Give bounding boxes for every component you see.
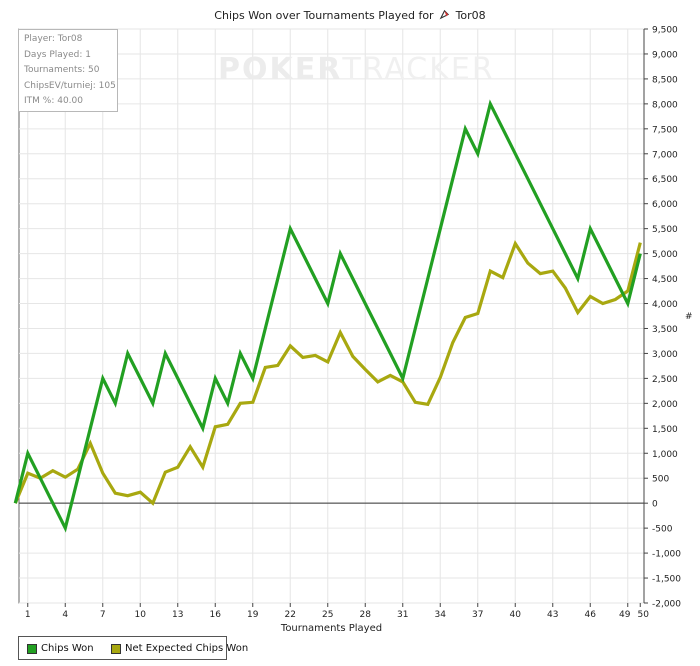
y-tick-label: 1,500 [652, 425, 678, 435]
y-tick-label: 9,000 [652, 50, 678, 60]
x-tick-label: 28 [360, 610, 372, 620]
y-tick-label: 3,000 [652, 350, 678, 360]
info-days-played: Days Played: 1 [24, 49, 91, 60]
player-info-box: Player: Tor08 Days Played: 1 Tournaments… [18, 29, 118, 112]
y-tick-label: 2,500 [652, 375, 678, 385]
x-tick-label: 13 [172, 610, 183, 620]
plot-area [18, 28, 645, 604]
y-tick-label: -1,500 [652, 575, 681, 585]
info-player: Player: Tor08 [24, 34, 83, 44]
y-tick-label: -500 [652, 525, 673, 535]
watermark-text: POKERTRACKER [218, 52, 495, 87]
x-tick-label: 37 [472, 610, 483, 620]
y-tick-label: 2,000 [652, 400, 678, 410]
legend-swatch-net-expected [111, 643, 121, 654]
y-tick-label: 9,500 [652, 26, 678, 36]
x-tick-label: 31 [397, 610, 408, 620]
chart-title-player: Tor08 [455, 9, 486, 22]
x-tick-label: 25 [322, 610, 333, 620]
y-tick-label: 3,500 [652, 325, 678, 335]
y-tick-label: 1,000 [652, 450, 678, 460]
x-tick-label: 40 [510, 610, 522, 620]
legend-item-chips-won[interactable]: Chips Won [27, 643, 94, 654]
legend-label-chips-won: Chips Won [41, 643, 94, 654]
x-tick-label: 50 [638, 610, 650, 620]
legend-swatch-chips-won [27, 643, 37, 654]
y-tick-label: 8,000 [652, 100, 678, 110]
y-tick-label: 6,500 [652, 175, 678, 185]
y-tick-label: 5,500 [652, 225, 678, 235]
y-tick-label: 8,500 [652, 75, 678, 85]
x-tick-label: 1 [25, 610, 31, 620]
x-axis-title: Tournaments Played [280, 623, 382, 634]
x-tick-label: 34 [435, 610, 447, 620]
chart-legend: Chips Won Net Expected Chips Won [18, 636, 248, 660]
y-tick-label: 5,000 [652, 250, 678, 260]
chart-title: Chips Won over Tournaments Played for To… [0, 9, 700, 22]
y-tick-label: 500 [652, 475, 669, 485]
x-tick-label: 43 [547, 610, 558, 620]
x-tick-label: 49 [619, 610, 631, 620]
y-axis-title: # [685, 312, 693, 322]
x-tick-label: 19 [247, 610, 259, 620]
y-tick-label: 7,500 [652, 125, 678, 135]
info-itm: ITM %: 40.00 [24, 96, 83, 107]
y-tick-label: 7,000 [652, 150, 678, 160]
y-tick-label: -1,000 [652, 550, 681, 560]
y-tick-label: 0 [652, 500, 658, 510]
legend-item-net-expected[interactable]: Net Expected Chips Won [111, 643, 248, 654]
x-tick-label: 46 [585, 610, 597, 620]
y-tick-label: 4,000 [652, 300, 678, 310]
info-tournaments: Tournaments: 50 [24, 65, 100, 76]
watermark-logo: POKERTRACKER [218, 52, 495, 87]
x-tick-label: 22 [285, 610, 296, 620]
legend-label-net-expected: Net Expected Chips Won [125, 643, 249, 654]
pokertracker-logo-icon [439, 9, 450, 20]
x-tick-label: 16 [210, 610, 222, 620]
series-line-chips-won [13, 99, 642, 533]
y-tick-label: 6,000 [652, 200, 678, 210]
x-tick-label: 10 [135, 610, 147, 620]
series-line-net-expected-chips-won [13, 240, 642, 506]
x-tick-label: 7 [100, 610, 106, 620]
info-chipsev: ChipsEV/turniej: 105 [24, 80, 116, 91]
y-tick-label: 4,500 [652, 275, 678, 285]
x-tick-label: 4 [62, 610, 68, 620]
chart-title-text: Chips Won over Tournaments Played for [214, 9, 434, 22]
y-tick-label: -2,000 [652, 600, 681, 610]
